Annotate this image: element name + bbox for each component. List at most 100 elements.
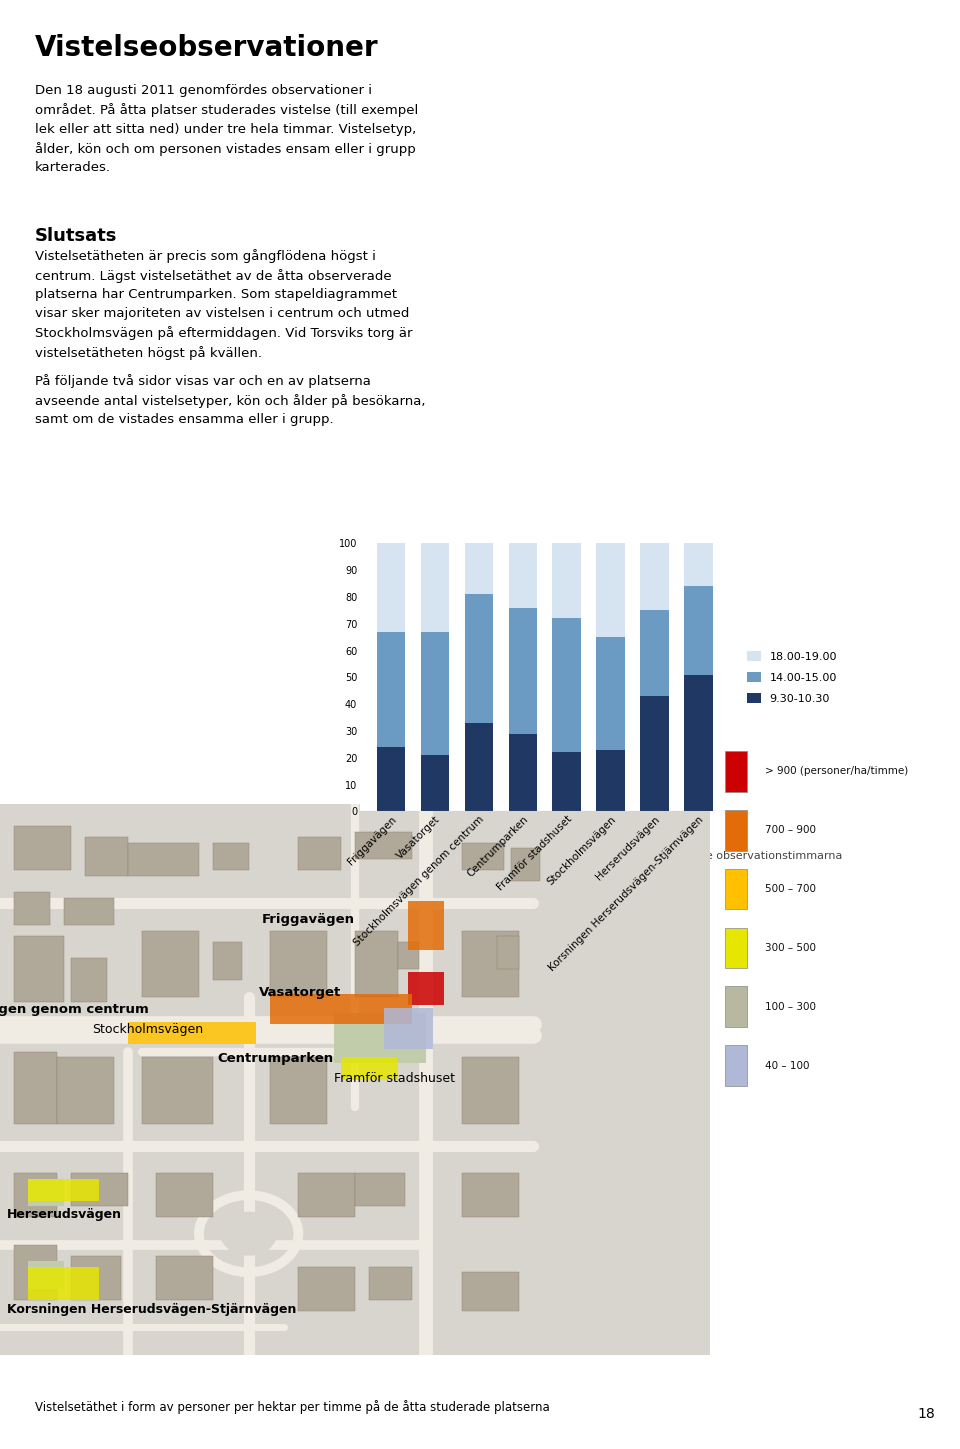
Bar [725, 869, 747, 910]
Bar [462, 930, 518, 997]
Text: 500 – 700: 500 – 700 [764, 884, 816, 894]
Bar [355, 930, 397, 997]
Text: > 900 (personer/ha/timme): > 900 (personer/ha/timme) [764, 767, 908, 777]
Text: Vasatorget: Vasatorget [259, 985, 341, 998]
Bar [14, 936, 64, 1003]
Bar [684, 675, 712, 811]
Bar [85, 838, 128, 875]
Bar [397, 942, 420, 969]
Bar [384, 1009, 433, 1049]
Bar [128, 843, 199, 875]
Bar [497, 936, 518, 969]
Bar [355, 832, 412, 859]
Bar [270, 930, 326, 997]
Bar [596, 638, 625, 749]
Bar [420, 632, 449, 755]
Bar [725, 927, 747, 968]
Bar [57, 1058, 113, 1123]
Bar [462, 1058, 518, 1123]
Bar [64, 898, 113, 926]
Bar [465, 543, 493, 594]
Bar [29, 1266, 100, 1300]
Bar [156, 1174, 213, 1217]
Bar [553, 752, 581, 811]
Bar [376, 543, 405, 632]
Text: På följande två sidor visas var och en av platserna
avseende antal vistelsetyper: På följande två sidor visas var och en a… [35, 374, 425, 426]
Bar [299, 1174, 355, 1217]
Bar [640, 610, 669, 696]
Bar [640, 696, 669, 811]
Bar [640, 543, 669, 610]
Bar [142, 930, 199, 997]
Bar [71, 1256, 121, 1300]
Text: 18: 18 [917, 1407, 935, 1421]
Text: 700 – 900: 700 – 900 [764, 826, 816, 835]
Text: Korsningen Herserudsvägen-Stjärnvägen: Korsningen Herserudsvägen-Stjärnvägen [7, 1303, 297, 1316]
Bar [509, 607, 537, 733]
Bar [509, 543, 537, 607]
Bar [376, 748, 405, 811]
Text: 300 – 500: 300 – 500 [764, 943, 816, 953]
Bar [509, 733, 537, 811]
Text: Framför stadshuset: Framför stadshuset [334, 1072, 455, 1085]
Bar [14, 893, 50, 926]
Bar [465, 723, 493, 811]
Bar [553, 619, 581, 752]
Bar [71, 1174, 128, 1206]
Bar [376, 632, 405, 748]
Text: Herserudsvägen: Herserudsvägen [7, 1208, 122, 1222]
Bar [341, 1058, 397, 1080]
Text: Procentuell fördelning av vistelsen under de tre observationstimmarna: Procentuell fördelning av vistelsen unde… [447, 851, 843, 861]
Bar [156, 1256, 213, 1300]
Polygon shape [334, 1013, 426, 1064]
Text: 100 – 300: 100 – 300 [764, 1001, 816, 1011]
Bar [14, 1174, 57, 1217]
Text: Stockholmsvägen: Stockholmsvägen [92, 1023, 204, 1036]
Bar [596, 543, 625, 638]
Bar [408, 972, 444, 1006]
Bar [71, 958, 107, 1003]
Bar [142, 1058, 213, 1123]
Bar [596, 749, 625, 811]
Text: Friggavägen: Friggavägen [262, 913, 355, 926]
Bar [213, 843, 249, 871]
Text: Vistelseobservationer: Vistelseobservationer [35, 33, 378, 62]
Bar [270, 1058, 326, 1123]
Bar [14, 1245, 57, 1300]
Bar [299, 1266, 355, 1311]
Text: Vistelsetätheten är precis som gångflödena högst i
centrum. Lägst vistelsetäthet: Vistelsetätheten är precis som gångflöde… [35, 249, 413, 359]
Bar [553, 543, 581, 619]
Text: Vistelsetäthet i form av personer per hektar per timme på de åtta studerade plat: Vistelsetäthet i form av personer per he… [35, 1400, 550, 1414]
Bar [128, 1022, 255, 1043]
Circle shape [220, 1211, 277, 1256]
Bar [370, 1266, 412, 1300]
Bar [465, 594, 493, 723]
Bar [270, 994, 412, 1024]
Bar [725, 1045, 747, 1085]
Bar [462, 1174, 518, 1217]
Bar [420, 543, 449, 632]
Bar [684, 543, 712, 587]
Legend: 18.00-19.00, 14.00-15.00, 9.30-10.30: 18.00-19.00, 14.00-15.00, 9.30-10.30 [746, 651, 838, 704]
Bar [14, 1052, 57, 1123]
Bar [408, 900, 444, 951]
Bar [725, 810, 747, 851]
Bar [29, 1178, 100, 1201]
Bar [355, 1174, 405, 1206]
Text: Stockholmsvägen genom centrum: Stockholmsvägen genom centrum [0, 1003, 149, 1016]
Bar [213, 942, 242, 981]
Bar [684, 587, 712, 675]
Bar [462, 843, 504, 871]
Text: Centrumparken: Centrumparken [218, 1052, 334, 1065]
Bar [14, 826, 71, 871]
Bar [420, 755, 449, 811]
Bar [725, 987, 747, 1027]
Bar [299, 838, 341, 871]
Polygon shape [29, 1261, 64, 1288]
Polygon shape [29, 1178, 64, 1206]
Text: Slutsats: Slutsats [35, 227, 117, 245]
Bar [462, 1272, 518, 1311]
Bar [512, 848, 540, 881]
Bar [725, 751, 747, 791]
Text: 40 – 100: 40 – 100 [764, 1061, 809, 1071]
